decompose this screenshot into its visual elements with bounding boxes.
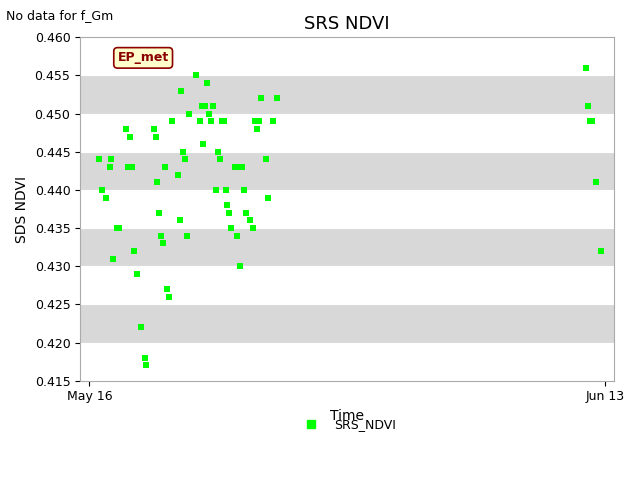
Point xyxy=(188,26,198,34)
Point xyxy=(178,148,188,156)
Point xyxy=(219,118,229,125)
Point xyxy=(250,118,260,125)
Point xyxy=(195,118,205,125)
Point xyxy=(140,354,150,361)
Point xyxy=(244,216,255,224)
Point xyxy=(152,179,163,186)
Point xyxy=(255,95,266,102)
Point xyxy=(263,194,273,202)
Point xyxy=(239,186,249,194)
Point xyxy=(211,186,221,194)
Point xyxy=(200,102,211,110)
Point xyxy=(97,186,108,194)
Point xyxy=(204,110,214,118)
Point xyxy=(121,125,131,133)
Point xyxy=(173,171,183,179)
Point xyxy=(148,125,159,133)
Point xyxy=(585,118,595,125)
Bar xyxy=(80,266,614,304)
Point xyxy=(101,194,111,202)
Point xyxy=(261,156,271,163)
Point xyxy=(230,163,240,171)
Point xyxy=(167,118,177,125)
Point xyxy=(114,224,124,232)
Bar xyxy=(80,37,614,75)
Point xyxy=(176,87,186,95)
Point xyxy=(163,293,173,300)
Point xyxy=(108,255,118,263)
Point xyxy=(158,240,168,247)
Point xyxy=(237,163,247,171)
Legend: SRS_NDVI: SRS_NDVI xyxy=(294,413,401,436)
Point xyxy=(234,163,244,171)
Point xyxy=(220,186,230,194)
Point xyxy=(123,163,133,171)
Bar xyxy=(80,304,614,343)
Bar xyxy=(80,152,614,190)
Point xyxy=(241,209,251,216)
Point xyxy=(207,102,218,110)
Point xyxy=(106,156,116,163)
Point xyxy=(156,232,166,240)
Point xyxy=(205,118,216,125)
Text: EP_met: EP_met xyxy=(118,51,169,64)
X-axis label: Time: Time xyxy=(330,409,364,423)
Bar xyxy=(80,228,614,266)
Point xyxy=(136,324,146,331)
Point xyxy=(93,156,104,163)
Point xyxy=(224,209,234,216)
Point xyxy=(196,102,207,110)
Y-axis label: SDS NDVI: SDS NDVI xyxy=(15,176,29,242)
Bar xyxy=(80,75,614,114)
Title: SRS NDVI: SRS NDVI xyxy=(304,15,390,33)
Point xyxy=(268,118,278,125)
Text: No data for f_Gm: No data for f_Gm xyxy=(6,9,114,22)
Point xyxy=(232,232,242,240)
Point xyxy=(102,461,113,468)
Point xyxy=(253,118,264,125)
Point xyxy=(184,110,194,118)
Point xyxy=(248,224,259,232)
Bar xyxy=(80,190,614,228)
Point xyxy=(587,118,597,125)
Point xyxy=(175,216,185,224)
Point xyxy=(161,285,172,293)
Point xyxy=(583,102,593,110)
Bar xyxy=(80,114,614,152)
Point xyxy=(198,140,209,148)
Point xyxy=(141,361,152,369)
Point xyxy=(213,148,223,156)
Point xyxy=(596,247,606,255)
Point xyxy=(581,64,591,72)
Bar xyxy=(80,343,614,381)
Point xyxy=(104,163,115,171)
Point xyxy=(154,209,164,216)
Point xyxy=(235,263,245,270)
Point xyxy=(202,79,212,87)
Point xyxy=(150,132,161,140)
Point xyxy=(180,156,190,163)
Point xyxy=(226,224,236,232)
Point xyxy=(252,125,262,133)
Point xyxy=(160,163,170,171)
Point xyxy=(182,232,192,240)
Point xyxy=(222,202,232,209)
Point xyxy=(215,156,225,163)
Point xyxy=(591,179,601,186)
Point xyxy=(259,18,269,26)
Point xyxy=(125,132,135,140)
Point xyxy=(191,72,201,79)
Point xyxy=(129,247,139,255)
Point xyxy=(272,95,282,102)
Point xyxy=(112,224,122,232)
Point xyxy=(132,270,142,278)
Point xyxy=(127,163,137,171)
Point xyxy=(217,118,227,125)
